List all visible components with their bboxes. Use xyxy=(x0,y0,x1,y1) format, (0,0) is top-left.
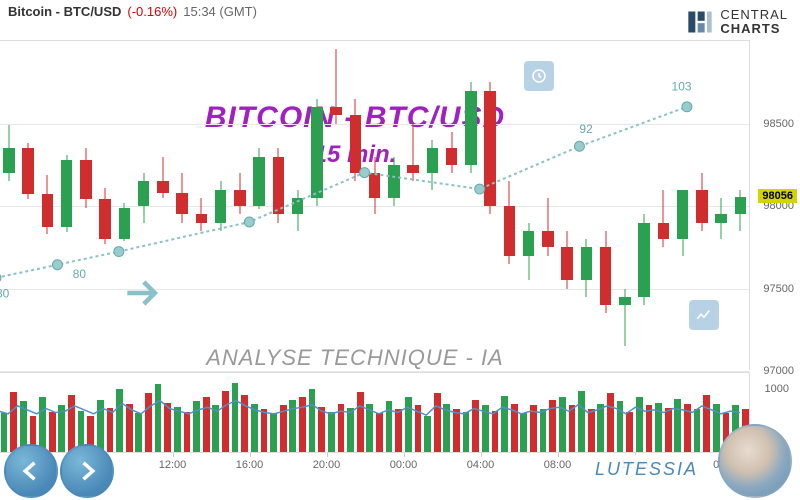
volume-y-label: 1000 xyxy=(765,383,789,395)
analysis-label: ANALYSE TECHNIQUE - IA xyxy=(0,345,730,371)
logo-icon xyxy=(686,8,714,36)
logo-text: CENTRAL CHARTS xyxy=(720,8,788,37)
ticker-label: Bitcoin - BTC/USD xyxy=(8,4,121,19)
volume-ma-line xyxy=(0,373,749,452)
next-button[interactable] xyxy=(60,444,114,498)
time-label: 15:34 (GMT) xyxy=(183,4,257,19)
current-price-tag: 98056 xyxy=(758,189,797,203)
volume-chart[interactable]: ANALYSE TECHNIQUE - IA 1000 xyxy=(0,372,750,452)
avatar[interactable] xyxy=(718,424,792,498)
arrow-right-icon xyxy=(120,271,164,315)
control-buttons xyxy=(4,444,114,498)
brand-badge: LUTESSIA xyxy=(583,455,710,484)
prev-button[interactable] xyxy=(4,444,58,498)
tool-button-2[interactable] xyxy=(689,300,719,330)
logo[interactable]: CENTRAL CHARTS xyxy=(686,8,788,37)
tool-button-1[interactable] xyxy=(524,61,554,91)
change-label: (-0.16%) xyxy=(127,4,177,19)
header-bar: Bitcoin - BTC/USD (-0.16%) 15:34 (GMT) xyxy=(8,4,257,19)
candlestick-chart[interactable]: BITCOIN - BTC/USD 15 min. xyxy=(0,40,750,370)
